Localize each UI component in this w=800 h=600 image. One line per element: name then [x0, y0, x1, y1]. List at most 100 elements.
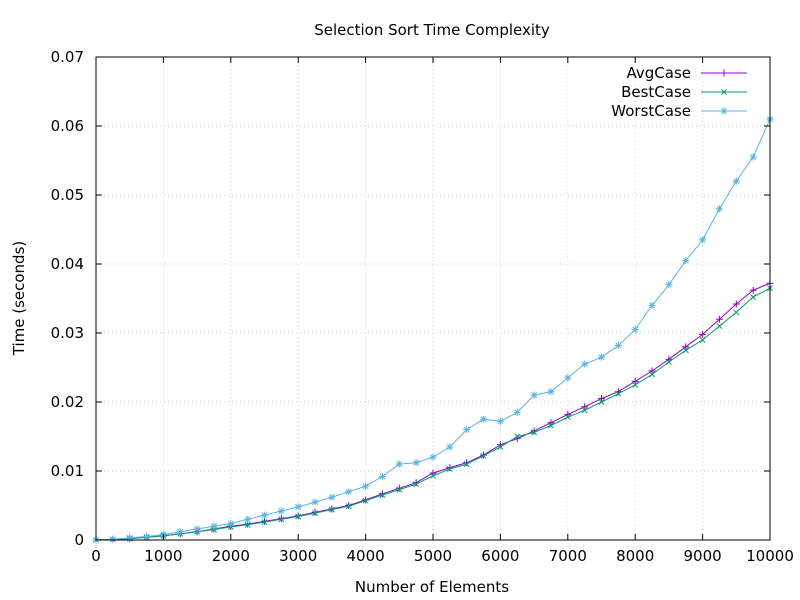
data-point: [480, 415, 488, 423]
data-point: [665, 281, 673, 289]
data-point: [277, 507, 285, 515]
x-tick-label: 9000: [684, 547, 722, 565]
data-point: [598, 395, 605, 403]
data-point: [716, 323, 723, 330]
data-point: [531, 429, 538, 436]
legend-label: BestCase: [621, 83, 691, 101]
data-point: [733, 309, 740, 316]
data-point: [362, 497, 369, 504]
data-point: [699, 330, 707, 338]
data-point: [631, 326, 639, 334]
data-point: [720, 107, 728, 115]
data-point: [547, 388, 555, 396]
data-point: [732, 177, 740, 185]
y-tick-label: 0.04: [51, 255, 84, 273]
data-point: [648, 301, 656, 309]
data-point: [648, 367, 656, 375]
series-worstcase: [92, 115, 774, 544]
x-tick-label: 8000: [616, 547, 654, 565]
x-tick-label: 6000: [481, 547, 519, 565]
data-point: [699, 236, 707, 244]
data-point: [413, 481, 420, 488]
data-point: [514, 433, 521, 440]
data-point: [193, 525, 201, 533]
legend-label: AvgCase: [627, 64, 692, 82]
data-point: [547, 422, 554, 429]
series-bestcase: [93, 285, 773, 543]
data-point: [463, 461, 470, 468]
x-tick-label: 1000: [144, 547, 182, 565]
data-point: [412, 459, 420, 467]
data-point: [631, 377, 639, 385]
y-tick-label: 0.06: [51, 117, 84, 135]
data-point: [750, 294, 757, 301]
data-point: [530, 391, 538, 399]
data-point: [278, 516, 285, 523]
data-point: [749, 286, 757, 294]
data-point: [328, 506, 335, 513]
data-point: [396, 486, 403, 493]
y-tick-label: 0.05: [51, 186, 84, 204]
data-point: [345, 488, 353, 496]
y-tick-label: 0.02: [51, 393, 84, 411]
data-point: [463, 426, 471, 434]
data-point: [395, 460, 403, 468]
data-point: [227, 519, 235, 527]
data-point: [244, 515, 252, 523]
y-tick-label: 0.03: [51, 324, 84, 342]
x-axis-title: Number of Elements: [355, 578, 509, 596]
data-point: [732, 300, 740, 308]
data-point: [446, 443, 454, 451]
data-point: [513, 408, 521, 416]
data-point: [295, 513, 302, 520]
series-layer: [92, 115, 774, 544]
data-point: [143, 533, 151, 541]
data-point: [429, 453, 437, 461]
data-point: [328, 493, 336, 501]
data-point: [261, 511, 268, 519]
data-point: [109, 535, 117, 543]
y-tick-label: 0.07: [51, 48, 84, 66]
data-point: [564, 414, 571, 421]
data-point: [581, 360, 589, 368]
grid: [96, 57, 770, 540]
data-point: [378, 473, 386, 481]
data-point: [682, 257, 690, 265]
y-axis-title: Time (seconds): [10, 241, 28, 357]
data-point: [446, 465, 453, 472]
data-point: [176, 528, 184, 536]
x-tick-label: 2000: [212, 547, 250, 565]
x-tick-label: 5000: [414, 547, 452, 565]
data-point: [564, 374, 572, 382]
data-point: [312, 510, 319, 517]
data-point: [496, 417, 504, 425]
data-point: [430, 472, 436, 479]
axis-ticks: 0 1000 2000 3000 4000 5000 6000 7000 8000 9000 100…: [51, 48, 794, 565]
data-point: [581, 407, 588, 414]
data-point: [378, 490, 386, 498]
data-point: [311, 498, 319, 506]
data-point: [682, 343, 690, 351]
data-point: [379, 492, 386, 499]
data-point: [632, 381, 639, 388]
data-point: [721, 89, 727, 95]
data-point: [720, 69, 728, 77]
x-tick-label: 3000: [279, 547, 317, 565]
data-point: [244, 521, 251, 528]
data-point: [210, 522, 218, 530]
data-point: [614, 341, 622, 349]
data-point: [665, 359, 672, 365]
y-tick-label: 0.01: [51, 462, 84, 480]
x-tick-label: 4000: [347, 547, 385, 565]
data-point: [699, 336, 706, 343]
data-point: [715, 205, 723, 213]
data-point: [682, 347, 689, 354]
y-tick-label: 0: [74, 531, 84, 549]
data-point: [615, 390, 622, 397]
data-point: [598, 399, 605, 405]
x-tick-label: 10000: [746, 547, 794, 565]
data-point: [362, 482, 370, 490]
data-point: [581, 403, 589, 411]
data-point: [497, 443, 504, 450]
